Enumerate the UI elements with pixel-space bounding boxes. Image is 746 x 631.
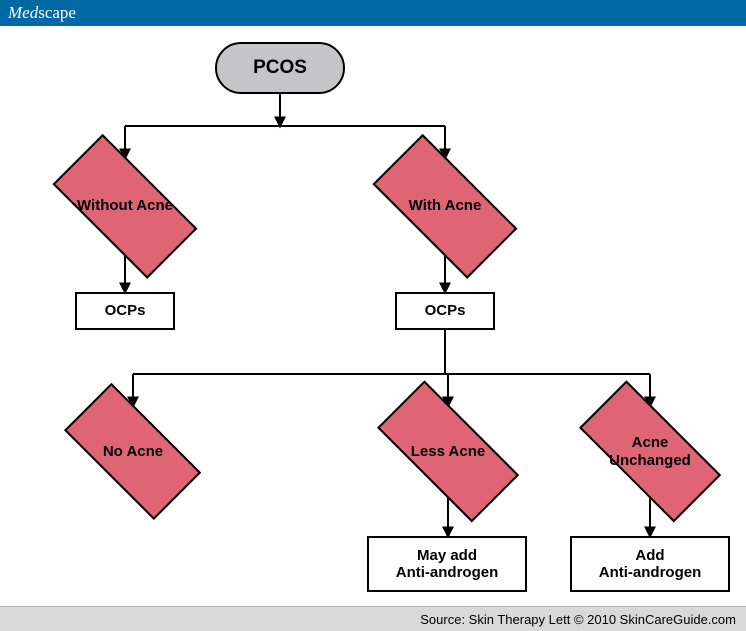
- node-no-acne: No Acne: [43, 404, 223, 499]
- node-acne-unchanged: AcneUnchanged: [555, 404, 745, 499]
- node-label: Without Acne: [77, 197, 173, 214]
- node-without-acne: Without Acne: [30, 156, 220, 256]
- node-label: AcneUnchanged: [609, 434, 691, 469]
- node-label: No Acne: [103, 443, 163, 460]
- node-label: PCOS: [253, 57, 307, 79]
- header-bar: Medscape: [0, 0, 746, 26]
- node-label: May addAnti-androgen: [396, 547, 499, 582]
- node-may-add-anti-androgen: May addAnti-androgen: [367, 536, 527, 592]
- node-ocps-left: OCPs: [75, 292, 175, 330]
- node-label: With Acne: [409, 197, 482, 214]
- node-label: AddAnti-androgen: [599, 547, 702, 582]
- node-pcos: PCOS: [215, 42, 345, 94]
- node-less-acne: Less Acne: [353, 404, 543, 499]
- brand-logo: Medscape: [8, 3, 76, 23]
- node-add-anti-androgen: AddAnti-androgen: [570, 536, 730, 592]
- node-with-acne: With Acne: [350, 156, 540, 256]
- node-ocps-right: OCPs: [395, 292, 495, 330]
- footer-bar: Source: Skin Therapy Lett © 2010 SkinCar…: [0, 606, 746, 631]
- node-label: Less Acne: [411, 443, 485, 460]
- flowchart-canvas: PCOS Without Acne With Acne OCPs OCPs No…: [0, 26, 746, 606]
- node-label: OCPs: [425, 302, 466, 319]
- node-label: OCPs: [105, 302, 146, 319]
- source-text: Source: Skin Therapy Lett © 2010 SkinCar…: [420, 612, 736, 627]
